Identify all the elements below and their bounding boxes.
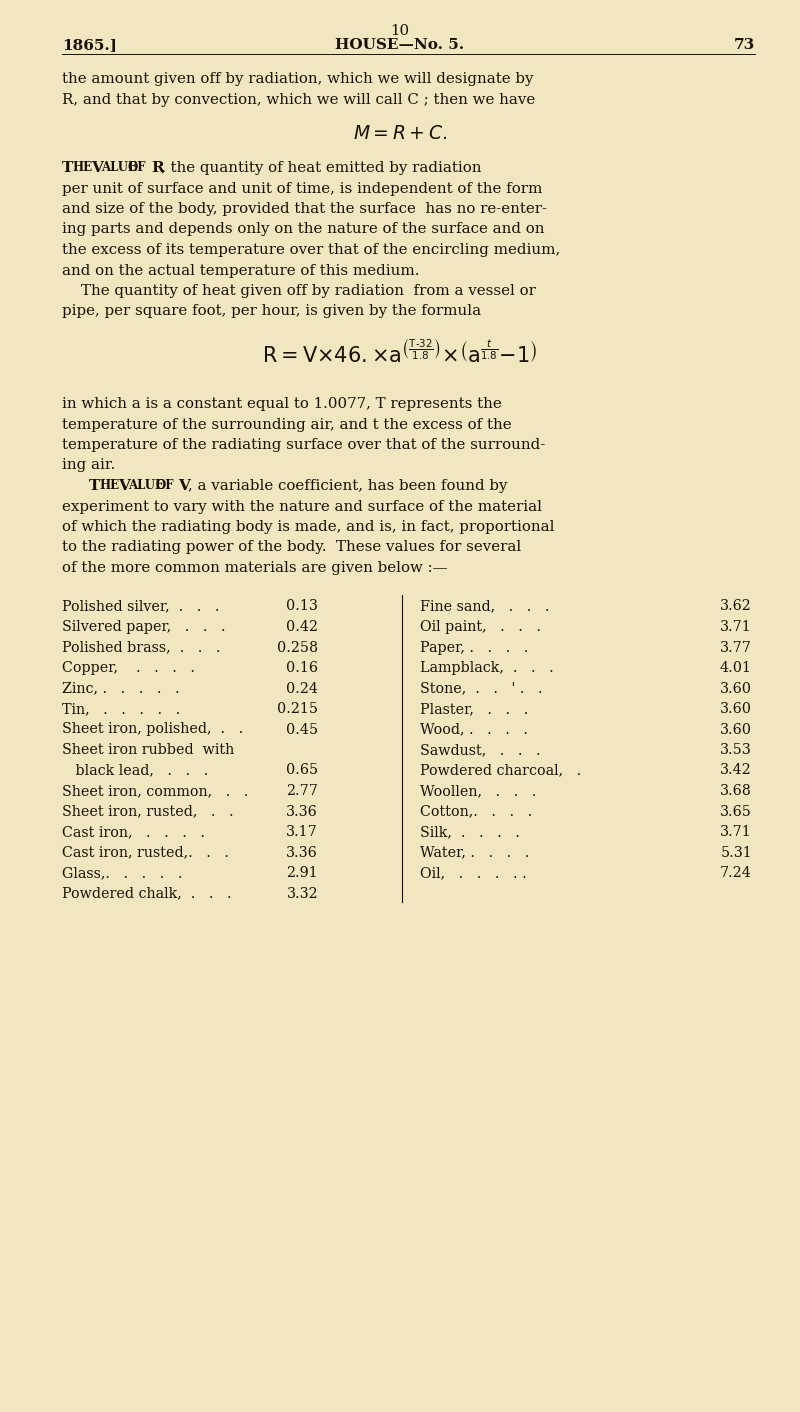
Text: T: T bbox=[62, 161, 74, 175]
Text: 2.77: 2.77 bbox=[286, 784, 318, 798]
Text: experiment to vary with the nature and surface of the material: experiment to vary with the nature and s… bbox=[62, 500, 542, 514]
Text: 4.01: 4.01 bbox=[720, 661, 752, 675]
Text: , a variable coefficient, has been found by: , a variable coefficient, has been found… bbox=[188, 479, 507, 493]
Text: Cotton,.   .   .   .: Cotton,. . . . bbox=[420, 805, 532, 819]
Text: of the more common materials are given below :—: of the more common materials are given b… bbox=[62, 561, 448, 575]
Text: 3.77: 3.77 bbox=[720, 641, 752, 655]
Text: Powdered charcoal,   .: Powdered charcoal, . bbox=[420, 764, 582, 778]
Text: V: V bbox=[91, 161, 103, 175]
Text: pipe, per square foot, per hour, is given by the formula: pipe, per square foot, per hour, is give… bbox=[62, 305, 481, 319]
Text: 3.60: 3.60 bbox=[720, 682, 752, 696]
Text: $\mathrm{R{=}V{\times}46.{\times}a}^{\left(\frac{\mathrm{T}\text{-}32}{1.8}\righ: $\mathrm{R{=}V{\times}46.{\times}a}^{\le… bbox=[262, 340, 538, 367]
Text: 3.53: 3.53 bbox=[720, 743, 752, 757]
Text: 3.68: 3.68 bbox=[720, 784, 752, 798]
Text: 0.215: 0.215 bbox=[277, 702, 318, 716]
Text: R: R bbox=[151, 161, 164, 175]
Text: Paper, .   .   .   .: Paper, . . . . bbox=[420, 641, 528, 655]
Text: 5.31: 5.31 bbox=[720, 846, 752, 860]
Text: 10: 10 bbox=[390, 24, 410, 38]
Text: Oil paint,   .   .   .: Oil paint, . . . bbox=[420, 620, 541, 634]
Text: 0.45: 0.45 bbox=[286, 723, 318, 737]
Text: in which a is a constant equal to 1.0077, T represents the: in which a is a constant equal to 1.0077… bbox=[62, 397, 502, 411]
Text: black lead,   .   .   .: black lead, . . . bbox=[62, 764, 208, 778]
Text: temperature of the radiating surface over that of the surround-: temperature of the radiating surface ove… bbox=[62, 438, 546, 452]
Text: 3.36: 3.36 bbox=[286, 805, 318, 819]
Text: ing parts and depends only on the nature of the surface and on: ing parts and depends only on the nature… bbox=[62, 223, 545, 236]
Text: Fine sand,   .   .   .: Fine sand, . . . bbox=[420, 600, 550, 613]
Text: $M = R + C.$: $M = R + C.$ bbox=[353, 126, 447, 143]
Text: 0.42: 0.42 bbox=[286, 620, 318, 634]
Text: Plaster,   .   .   .: Plaster, . . . bbox=[420, 702, 528, 716]
Text: to the radiating power of the body.  These values for several: to the radiating power of the body. Thes… bbox=[62, 541, 522, 555]
Text: Water, .   .   .   .: Water, . . . . bbox=[420, 846, 530, 860]
Text: 3.71: 3.71 bbox=[720, 620, 752, 634]
Text: the amount given off by radiation, which we will designate by: the amount given off by radiation, which… bbox=[62, 72, 534, 86]
Text: and size of the body, provided that the surface  has no re-enter-: and size of the body, provided that the … bbox=[62, 202, 547, 216]
Text: 3.60: 3.60 bbox=[720, 723, 752, 737]
Text: Silk,  .   .   .   .: Silk, . . . . bbox=[420, 825, 520, 839]
Text: Cast iron,   .   .   .   .: Cast iron, . . . . bbox=[62, 825, 205, 839]
Text: V: V bbox=[178, 479, 190, 493]
Text: Wood, .   .   .   .: Wood, . . . . bbox=[420, 723, 528, 737]
Text: Oil,   .   .   .   . .: Oil, . . . . . bbox=[420, 866, 526, 880]
Text: OF: OF bbox=[155, 479, 174, 491]
Text: OF: OF bbox=[128, 161, 146, 174]
Text: 7.24: 7.24 bbox=[720, 866, 752, 880]
Text: 0.13: 0.13 bbox=[286, 600, 318, 613]
Text: 3.60: 3.60 bbox=[720, 702, 752, 716]
Text: 2.91: 2.91 bbox=[286, 866, 318, 880]
Text: 3.71: 3.71 bbox=[720, 825, 752, 839]
Text: Sheet iron, rusted,   .   .: Sheet iron, rusted, . . bbox=[62, 805, 234, 819]
Text: 0.258: 0.258 bbox=[277, 641, 318, 655]
Text: 73: 73 bbox=[734, 38, 755, 52]
Text: Silvered paper,   .   .   .: Silvered paper, . . . bbox=[62, 620, 226, 634]
Text: 3.36: 3.36 bbox=[286, 846, 318, 860]
Text: HE: HE bbox=[72, 161, 92, 174]
Text: T: T bbox=[89, 479, 100, 493]
Text: the excess of its temperature over that of the encircling medium,: the excess of its temperature over that … bbox=[62, 243, 560, 257]
Text: Lampblack,  .   .   .: Lampblack, . . . bbox=[420, 661, 554, 675]
Text: Polished silver,  .   .   .: Polished silver, . . . bbox=[62, 600, 219, 613]
Text: R, and that by convection, which we will call C ; then we have: R, and that by convection, which we will… bbox=[62, 93, 535, 106]
Text: 0.16: 0.16 bbox=[286, 661, 318, 675]
Text: Cast iron, rusted,.   .   .: Cast iron, rusted,. . . bbox=[62, 846, 229, 860]
Text: per unit of surface and unit of time, is independent of the form: per unit of surface and unit of time, is… bbox=[62, 182, 542, 195]
Text: HOUSE—No. 5.: HOUSE—No. 5. bbox=[335, 38, 465, 52]
Text: The quantity of heat given off by radiation  from a vessel or: The quantity of heat given off by radiat… bbox=[62, 284, 536, 298]
Text: 3.62: 3.62 bbox=[720, 600, 752, 613]
Text: Sheet iron rubbed  with: Sheet iron rubbed with bbox=[62, 743, 234, 757]
Text: 0.65: 0.65 bbox=[286, 764, 318, 778]
Text: ALUE: ALUE bbox=[128, 479, 164, 491]
Text: Stone,  .   .   ' .   .: Stone, . . ' . . bbox=[420, 682, 542, 696]
Text: HE: HE bbox=[99, 479, 119, 491]
Text: Copper,    .   .   .   .: Copper, . . . . bbox=[62, 661, 195, 675]
Text: Powdered chalk,  .   .   .: Powdered chalk, . . . bbox=[62, 887, 232, 901]
Text: 3.65: 3.65 bbox=[720, 805, 752, 819]
Text: V: V bbox=[118, 479, 130, 493]
Text: Polished brass,  .   .   .: Polished brass, . . . bbox=[62, 641, 221, 655]
Text: Sawdust,   .   .   .: Sawdust, . . . bbox=[420, 743, 541, 757]
Text: Woollen,   .   .   .: Woollen, . . . bbox=[420, 784, 536, 798]
Text: , the quantity of heat emitted by radiation: , the quantity of heat emitted by radiat… bbox=[161, 161, 482, 175]
Text: temperature of the surrounding air, and t the excess of the: temperature of the surrounding air, and … bbox=[62, 418, 512, 432]
Text: Tin,   .   .   .   .   .: Tin, . . . . . bbox=[62, 702, 180, 716]
Text: 3.42: 3.42 bbox=[720, 764, 752, 778]
Text: 0.24: 0.24 bbox=[286, 682, 318, 696]
Text: ALUE: ALUE bbox=[101, 161, 137, 174]
Text: of which the radiating body is made, and is, in fact, proportional: of which the radiating body is made, and… bbox=[62, 520, 554, 534]
Text: and on the actual temperature of this medium.: and on the actual temperature of this me… bbox=[62, 264, 419, 278]
Text: 3.32: 3.32 bbox=[286, 887, 318, 901]
Text: ing air.: ing air. bbox=[62, 459, 115, 473]
Text: 3.17: 3.17 bbox=[286, 825, 318, 839]
Text: Sheet iron, polished,  .   .: Sheet iron, polished, . . bbox=[62, 723, 243, 737]
Text: Zinc, .   .   .   .   .: Zinc, . . . . . bbox=[62, 682, 180, 696]
Text: 1865.]: 1865.] bbox=[62, 38, 117, 52]
Text: Glass,.   .   .   .   .: Glass,. . . . . bbox=[62, 866, 182, 880]
Text: Sheet iron, common,   .   .: Sheet iron, common, . . bbox=[62, 784, 248, 798]
